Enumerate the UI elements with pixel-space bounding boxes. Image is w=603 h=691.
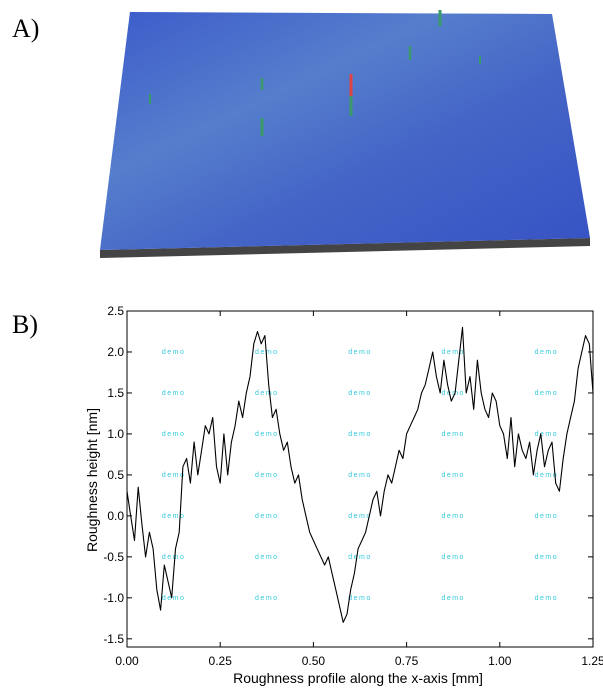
- watermark-text: demo: [441, 595, 465, 602]
- surface-texture: [100, 12, 590, 250]
- panel-a-label: A): [12, 14, 40, 43]
- watermark-text: demo: [348, 431, 372, 438]
- watermark-text: demo: [535, 513, 559, 520]
- watermark-text: demo: [535, 472, 559, 479]
- y-tick-label: 1.0: [107, 427, 124, 441]
- watermark-text: demo: [255, 431, 279, 438]
- watermark-text: demo: [348, 390, 372, 397]
- watermark-text: demo: [255, 472, 279, 479]
- watermark-text: demo: [535, 349, 559, 356]
- watermark-text: demo: [535, 554, 559, 561]
- watermark-text: demo: [255, 554, 279, 561]
- x-axis-title: Roughness profile along the x-axis [mm]: [233, 670, 483, 686]
- watermark-text: demo: [162, 554, 186, 561]
- watermark-text: demo: [162, 513, 186, 520]
- watermark-text: demo: [255, 390, 279, 397]
- y-tick-label: 1.5: [107, 386, 124, 400]
- watermark-text: demo: [441, 554, 465, 561]
- watermark-text: demo: [441, 390, 465, 397]
- watermark-text: demo: [162, 595, 186, 602]
- plot-frame: [126, 310, 594, 648]
- watermark-text: demo: [348, 554, 372, 561]
- x-tick-label: 0.25: [209, 654, 233, 668]
- watermark-text: demo: [535, 431, 559, 438]
- x-tick-label: 0.00: [115, 654, 139, 668]
- y-tick-label: -0.5: [103, 550, 124, 564]
- watermark-text: demo: [348, 513, 372, 520]
- y-tick-label: 0.5: [107, 468, 124, 482]
- x-tick-label: 1.00: [488, 654, 512, 668]
- watermark-text: demo: [441, 513, 465, 520]
- watermark-layer: demo demo demo demo demo demo demo demo demo demo…: [162, 349, 559, 602]
- panel-b-label: B): [12, 310, 38, 339]
- surface-peaks: [149, 10, 481, 136]
- y-axis-title: Roughness height [nm]: [84, 408, 100, 552]
- watermark-text: demo: [348, 595, 372, 602]
- watermark-text: demo: [162, 349, 186, 356]
- watermark-text: demo: [162, 472, 186, 479]
- watermark-text: demo: [441, 472, 465, 479]
- watermark-text: demo: [535, 390, 559, 397]
- y-tick-label: -1.5: [103, 632, 124, 646]
- watermark-text: demo: [348, 349, 372, 356]
- roughness-profile-line: [126, 326, 594, 623]
- watermark-text: demo: [255, 595, 279, 602]
- watermark-text: demo: [441, 431, 465, 438]
- y-axis: -1.5 -1.0 -0.5 0.0 0.5 1.0 1.5 2.0 2.5: [103, 304, 593, 646]
- y-tick-label: 0.0: [107, 509, 124, 523]
- watermark-text: demo: [162, 390, 186, 397]
- watermark-text: demo: [441, 349, 465, 356]
- watermark-text: demo: [162, 431, 186, 438]
- y-tick-label: 2.0: [107, 345, 124, 359]
- x-tick-label: 0.50: [302, 654, 326, 668]
- y-tick-label: 2.5: [107, 304, 124, 318]
- x-axis: 0.00 0.25 0.50 0.75 1.00 1.25: [115, 311, 603, 668]
- y-tick-label: -1.0: [103, 591, 124, 605]
- x-tick-label: 0.75: [395, 654, 419, 668]
- watermark-text: demo: [535, 595, 559, 602]
- surface-3d-render: [100, 10, 590, 258]
- x-tick-label: 1.25: [581, 654, 603, 668]
- watermark-text: demo: [255, 513, 279, 520]
- watermark-text: demo: [348, 472, 372, 479]
- surface-side-face: [100, 238, 590, 258]
